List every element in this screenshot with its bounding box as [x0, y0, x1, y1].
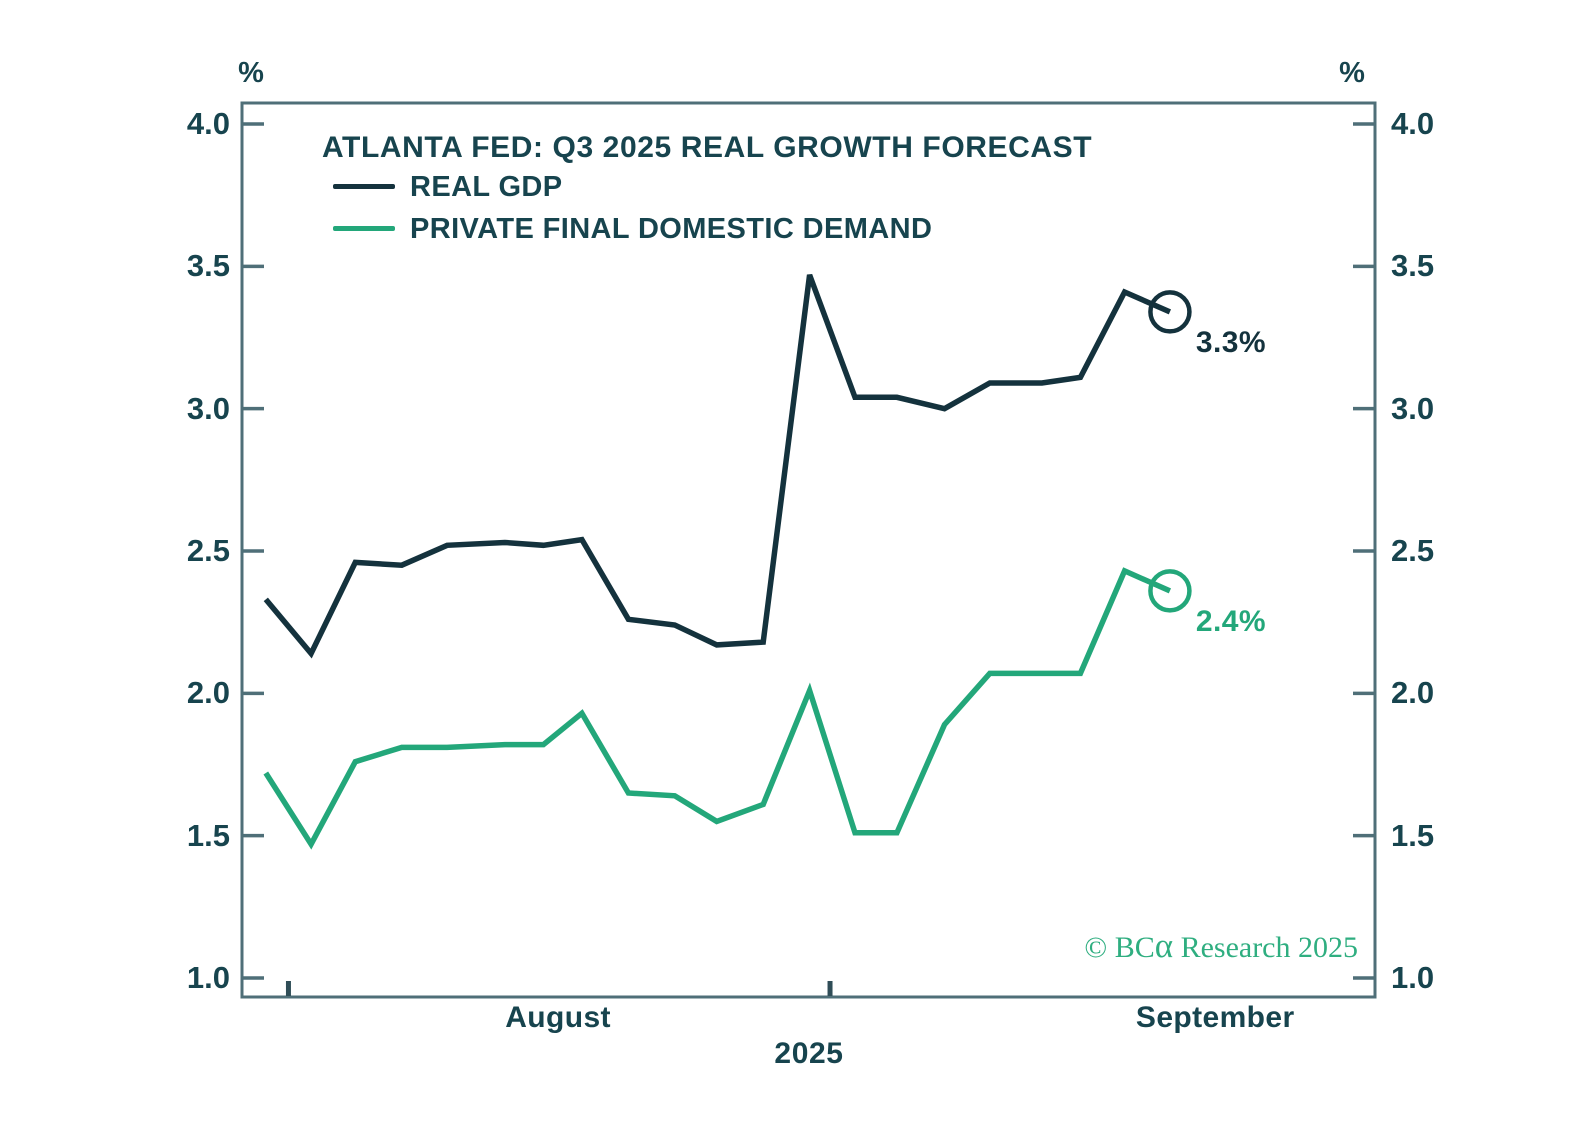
chart-title: ATLANTA FED: Q3 2025 REAL GROWTH FORECAS… — [322, 131, 1093, 164]
y-axis-unit-left: % — [238, 57, 264, 89]
y-axis-unit-right: % — [1339, 57, 1365, 89]
y-tick-label-right: 3.5 — [1391, 248, 1435, 284]
y-tick-label-left: 3.5 — [186, 248, 230, 284]
legend-line-swatch-real-gdp — [333, 184, 395, 189]
y-tick-label-right: 3.0 — [1391, 390, 1435, 426]
copyright-text: © BCα Research 2025 — [1084, 928, 1358, 965]
copyright-alpha-glyph: α — [1154, 926, 1174, 965]
series-end-circle-pfdd — [1148, 569, 1192, 613]
legend-line-swatch-pfdd — [333, 226, 395, 231]
y-tick-label-left: 2.5 — [186, 533, 230, 568]
y-tick-label-right: 1.0 — [1391, 960, 1435, 995]
y-tick-label-left: 1.0 — [186, 960, 230, 995]
y-tick-label-right: 2.0 — [1391, 675, 1435, 711]
copyright-prefix: © BC — [1084, 931, 1155, 964]
y-tick-label-right: 1.5 — [1391, 817, 1435, 853]
x-axis-month-label-august: August — [505, 1001, 611, 1034]
y-tick-label-right: 4.0 — [1391, 106, 1435, 141]
y-tick-label-left: 2.0 — [186, 675, 230, 711]
y-tick-label-left: 1.5 — [186, 817, 230, 853]
legend-label-real-gdp: REAL GDP — [410, 171, 563, 203]
legend-label-pfdd: PRIVATE FINAL DOMESTIC DEMAND — [410, 213, 933, 245]
x-axis-month-label-september: September — [1135, 1001, 1295, 1034]
series-line-real-gdp — [263, 273, 1172, 659]
end-value-label-real-gdp: 3.3% — [1195, 325, 1266, 359]
y-tick-label-right: 2.5 — [1391, 533, 1435, 568]
end-value-label-pfdd: 2.4% — [1195, 604, 1266, 638]
y-tick-label-left: 4.0 — [186, 106, 230, 141]
series-line-pfdd — [263, 567, 1172, 850]
y-tick-label-left: 3.0 — [186, 390, 230, 426]
x-axis-year-label: 2025 — [774, 1037, 844, 1070]
series-end-circle-real-gdp — [1148, 290, 1192, 334]
copyright-suffix: Research 2025 — [1173, 931, 1358, 964]
